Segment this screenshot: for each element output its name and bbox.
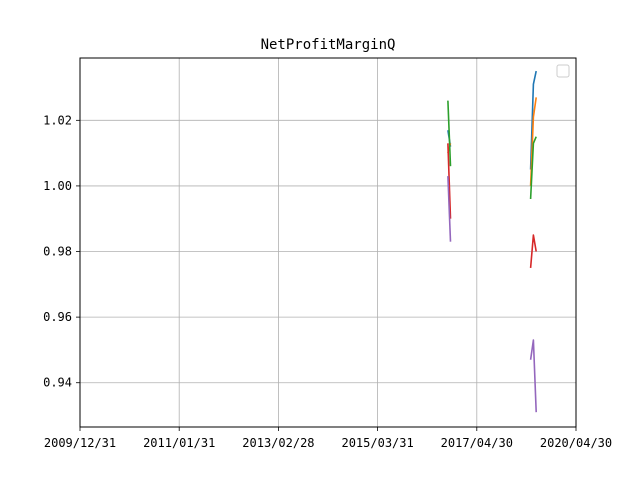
- x-tick-label: 2013/02/28: [242, 436, 314, 450]
- series-line-3: [447, 100, 452, 167]
- x-tick-label: 2009/12/31: [44, 436, 116, 450]
- x-tick-label: 2017/04/30: [441, 436, 513, 450]
- series-line-5: [529, 339, 537, 413]
- x-axis: 2009/12/31 2011/01/31 2013/02/28 2015/03/31…: [44, 427, 612, 450]
- series-line-5: [447, 176, 452, 242]
- series-line-3: [529, 136, 537, 200]
- x-tick-label: 2011/01/31: [143, 436, 215, 450]
- series-line-2: [529, 97, 537, 186]
- plot-frame: [79, 57, 577, 428]
- y-tick-label: 0.98: [43, 245, 72, 259]
- chart-title: NetProfitMarginQ: [261, 37, 396, 53]
- y-tick-label: 0.94: [43, 376, 72, 390]
- series-line-4: [447, 143, 452, 219]
- y-axis: 0.94 0.96 0.98 1.00 1.02: [43, 113, 80, 390]
- legend-box: [556, 64, 570, 78]
- series-line-1: [529, 70, 537, 170]
- x-tick-label: 2020/04/30: [540, 436, 612, 450]
- y-tick-label: 1.00: [43, 179, 72, 193]
- grid: [79, 58, 577, 427]
- series-line-4: [529, 234, 537, 268]
- y-tick-label: 1.02: [43, 113, 72, 127]
- series-layer: [447, 70, 537, 413]
- x-tick-label: 2015/03/31: [341, 436, 413, 450]
- y-tick-label: 0.96: [43, 310, 72, 324]
